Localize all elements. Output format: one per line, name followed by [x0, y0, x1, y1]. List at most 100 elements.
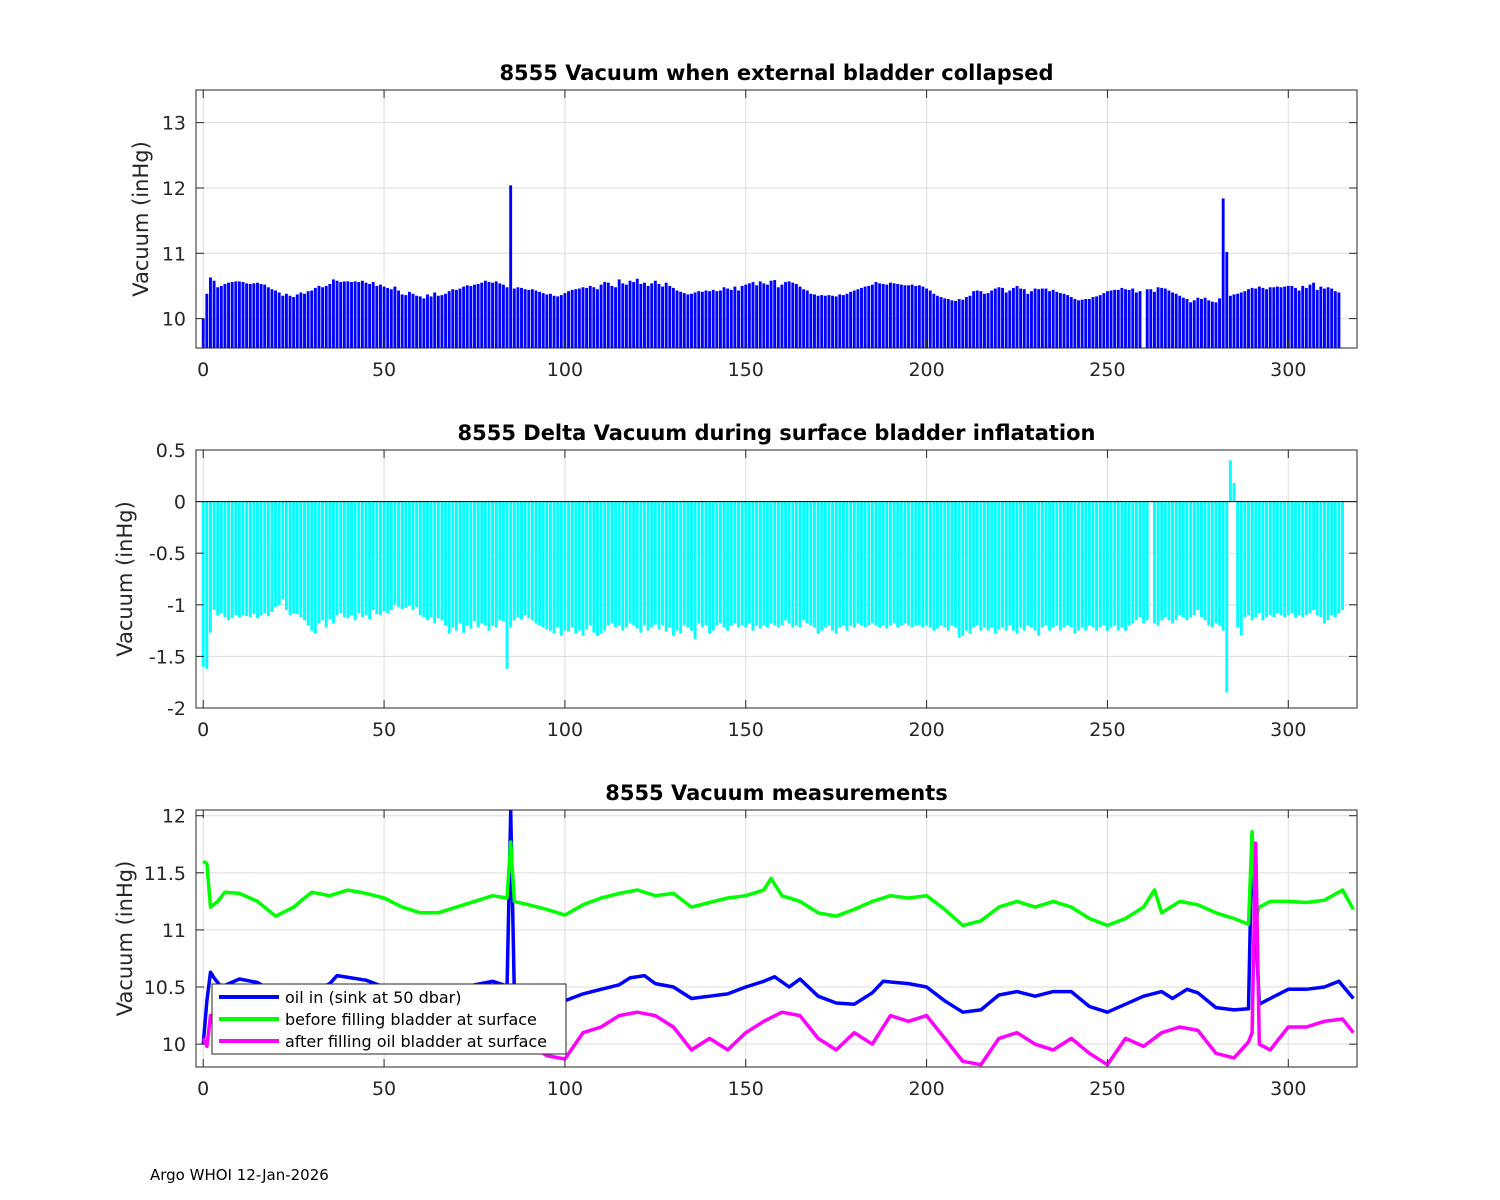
bar: [1080, 501, 1084, 628]
bar: [787, 281, 791, 348]
bar: [708, 291, 712, 348]
bar: [1196, 297, 1200, 348]
bar: [321, 501, 325, 621]
bar: [917, 285, 921, 348]
bar: [342, 501, 346, 618]
bar: [657, 501, 661, 630]
bar: [682, 293, 686, 348]
bar: [1196, 501, 1200, 610]
bar: [223, 501, 227, 618]
bar: [766, 284, 769, 348]
bar: [1120, 501, 1124, 628]
bar: [993, 288, 997, 348]
bar: [653, 501, 657, 625]
bar: [346, 281, 350, 348]
bar: [1033, 288, 1037, 348]
bar: [357, 282, 361, 348]
bar: [968, 295, 972, 348]
bar: [874, 501, 878, 626]
bar: [552, 501, 556, 634]
bar: [545, 501, 549, 630]
bar: [910, 284, 914, 348]
bar: [979, 291, 983, 348]
bar: [400, 501, 404, 609]
bar: [693, 292, 697, 348]
bar: [581, 287, 585, 348]
bar: [1019, 501, 1023, 628]
bar: [639, 501, 643, 633]
bar: [379, 501, 382, 616]
bar: [527, 289, 531, 348]
bar: [794, 283, 798, 348]
bar: [451, 501, 455, 628]
bar: [704, 290, 708, 348]
bar: [657, 283, 661, 348]
bar: [454, 289, 458, 348]
bar: [1167, 501, 1171, 621]
bar: [983, 501, 986, 628]
bar: [954, 300, 957, 348]
bar: [447, 291, 451, 348]
y-tick-label: 11.5: [144, 863, 186, 885]
bar: [498, 501, 502, 621]
x-tick-label: 0: [197, 719, 209, 741]
bar: [1243, 501, 1247, 618]
bar: [1294, 501, 1297, 618]
bar: [426, 294, 429, 348]
bar: [1001, 501, 1004, 628]
footer-label: Argo WHOI 12-Jan-2026: [150, 1166, 329, 1184]
bar: [259, 283, 263, 348]
y-tick-label: 11: [162, 243, 186, 265]
bar: [925, 501, 929, 626]
bar: [274, 501, 278, 607]
bar: [270, 501, 274, 613]
x-tick-label: 250: [1089, 719, 1125, 741]
bar: [1138, 291, 1142, 348]
bar: [1022, 501, 1026, 631]
bar: [1185, 299, 1189, 348]
bar: [870, 284, 874, 348]
bar: [820, 501, 824, 631]
bar: [715, 291, 719, 348]
bar: [530, 501, 534, 621]
bar: [1127, 289, 1131, 348]
y-tick-label: -1: [167, 595, 186, 617]
bar: [422, 501, 426, 618]
bar: [1257, 501, 1261, 614]
bar: [588, 285, 592, 348]
bar: [303, 293, 306, 348]
bar: [436, 295, 440, 348]
bar: [867, 501, 871, 626]
bar: [248, 501, 252, 618]
bar: [201, 501, 205, 667]
axes-frame: [195, 809, 1358, 1068]
axes-frame: [195, 89, 1358, 349]
bar: [1254, 288, 1258, 348]
bar: [867, 285, 871, 348]
bar: [512, 288, 516, 348]
bar: [722, 287, 726, 348]
x-tick-label: 100: [547, 719, 583, 741]
bar: [559, 295, 563, 348]
bar: [809, 501, 813, 626]
bar: [505, 287, 509, 348]
bar: [1178, 501, 1182, 616]
bar: [1120, 287, 1124, 348]
x-tick-label: 250: [1089, 1078, 1125, 1100]
bar: [1319, 286, 1323, 348]
bar: [451, 289, 455, 348]
bar: [881, 283, 885, 348]
bar: [1250, 287, 1254, 348]
bar: [827, 295, 831, 348]
bar: [357, 501, 361, 614]
bar: [592, 287, 596, 348]
bar: [1290, 285, 1294, 348]
bar: [1174, 501, 1178, 621]
bar: [549, 293, 552, 348]
bar: [596, 501, 599, 636]
bar: [751, 501, 755, 631]
bar: [878, 501, 882, 628]
bar: [888, 282, 892, 348]
bar: [353, 501, 357, 621]
bar: [252, 283, 256, 348]
